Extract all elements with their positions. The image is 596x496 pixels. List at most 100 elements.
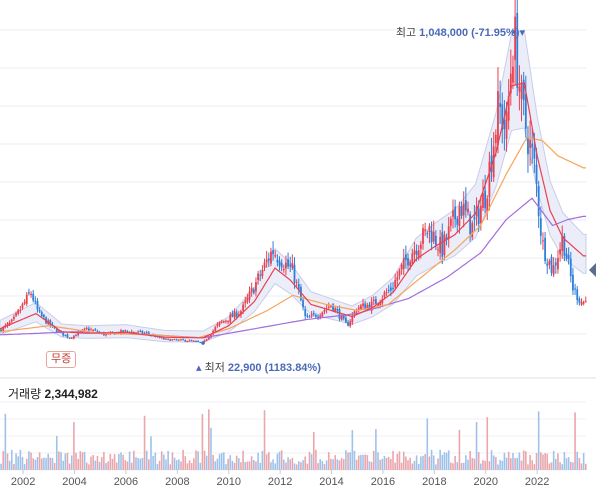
candle-body xyxy=(336,308,339,311)
volume-bar xyxy=(495,457,497,470)
x-tick-label: 2008 xyxy=(165,476,189,488)
volume-bar xyxy=(66,452,69,470)
volume-bar xyxy=(171,452,174,470)
volume-bar xyxy=(289,459,292,470)
candle-body xyxy=(524,94,527,129)
volume-bar xyxy=(19,449,22,470)
volume-bar xyxy=(120,452,122,470)
candle-body xyxy=(259,274,262,276)
volume-bar xyxy=(584,463,587,470)
candle-body xyxy=(321,312,324,317)
candle-body xyxy=(413,250,416,255)
candle-body xyxy=(32,293,35,301)
candle-body xyxy=(160,337,163,339)
volume-bar xyxy=(349,452,351,470)
candle-body xyxy=(220,321,223,323)
low-label: 최저 xyxy=(204,362,225,374)
candle-body xyxy=(552,265,555,275)
candle-body xyxy=(195,341,197,343)
candle-body xyxy=(582,301,585,304)
volume-bar xyxy=(169,464,172,470)
candle-body xyxy=(10,319,13,322)
candle-body xyxy=(394,280,397,288)
candle-body xyxy=(270,251,272,264)
candle-body xyxy=(19,309,22,311)
volume-bar xyxy=(92,455,94,470)
volume-bar xyxy=(325,460,328,470)
volume-bar xyxy=(6,453,9,470)
candle-body xyxy=(437,249,439,251)
volume-bar xyxy=(471,457,474,470)
volume-bar xyxy=(68,463,71,470)
candle-body xyxy=(527,137,529,155)
volume-bar xyxy=(272,459,274,470)
volume-bar xyxy=(124,460,127,470)
candle-body xyxy=(407,257,409,266)
volume-bar xyxy=(265,454,268,470)
volume-bar xyxy=(100,457,103,470)
volume-bar xyxy=(240,462,242,470)
candle-body xyxy=(43,314,45,318)
candle-body xyxy=(87,328,90,331)
volume-bars xyxy=(0,409,587,470)
candle-body xyxy=(186,341,189,343)
candle-body xyxy=(17,310,20,314)
candle-body xyxy=(306,315,309,317)
volume-bar xyxy=(40,458,43,470)
capital-increase-badge[interactable]: 무증 xyxy=(46,351,77,368)
volume-bar xyxy=(229,455,232,470)
candle-body xyxy=(207,336,210,340)
volume-bar xyxy=(304,456,307,470)
volume-bar xyxy=(394,462,396,470)
candle-body xyxy=(15,313,17,316)
candle-body xyxy=(473,217,476,220)
candle-body xyxy=(424,229,427,231)
volume-bar xyxy=(467,459,469,470)
candle-body xyxy=(531,143,534,148)
volume-bar xyxy=(233,462,236,470)
candle-body xyxy=(460,205,463,217)
volume-bar xyxy=(385,457,388,470)
candle-body xyxy=(96,331,99,333)
candle-body xyxy=(467,208,469,213)
volume-bar xyxy=(312,431,315,470)
volume-bar xyxy=(293,463,296,470)
candle-body xyxy=(492,146,495,178)
volume-bar xyxy=(396,453,399,470)
candle-body xyxy=(261,269,264,277)
volume-bar xyxy=(319,459,322,470)
volume-bar xyxy=(223,452,225,470)
candle-body xyxy=(280,262,283,268)
volume-bar xyxy=(88,464,90,470)
volume-bar xyxy=(400,462,403,470)
candle-body xyxy=(308,316,311,318)
candle-body xyxy=(143,332,146,334)
candle-body xyxy=(130,331,133,333)
volume-bar xyxy=(321,460,324,470)
candle-body xyxy=(229,314,232,323)
candle-body xyxy=(135,332,137,334)
candle-body xyxy=(415,250,418,255)
candle-body xyxy=(66,334,69,338)
volume-bar xyxy=(377,452,379,470)
volume-bar xyxy=(540,452,542,470)
candle-body xyxy=(505,111,508,139)
candle-body xyxy=(199,342,202,344)
candle-body xyxy=(36,300,39,310)
candle-body xyxy=(359,305,362,310)
volume-bar xyxy=(465,455,467,470)
volume-bar xyxy=(537,411,540,470)
volume-bar xyxy=(13,463,15,470)
volume-bar xyxy=(143,415,146,470)
current-price-marker xyxy=(589,263,596,277)
volume-bar xyxy=(582,453,585,470)
candle-body xyxy=(464,200,467,211)
candle-body xyxy=(122,330,125,333)
candle-body xyxy=(252,289,255,294)
high-point xyxy=(512,30,516,34)
candle-body xyxy=(349,321,352,327)
volume-bar xyxy=(105,463,107,470)
candle-body xyxy=(180,339,182,341)
volume-bar xyxy=(122,454,124,470)
